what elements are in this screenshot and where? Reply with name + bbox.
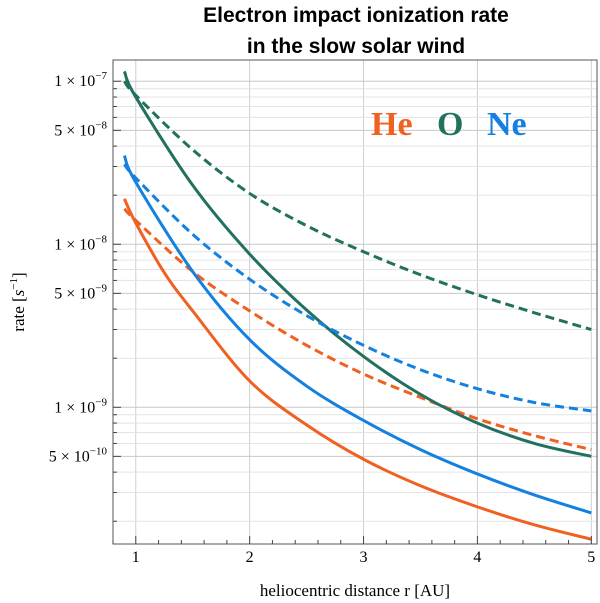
- y-tick-label: 1 × 10−9: [54, 396, 107, 416]
- x-tick-labels: 1 2 3 4 5: [132, 549, 596, 566]
- series-line-o-solid: [122, 70, 592, 458]
- legend: He O Ne: [371, 106, 527, 143]
- series-line-he-dashed: [123, 207, 592, 452]
- x-tick-label: 3: [360, 549, 368, 566]
- x-tick-label: 5: [587, 549, 595, 566]
- x-axis-label: heliocentric distance r [AU]: [260, 581, 450, 600]
- y-tick-labels: 1 × 10−7 5 × 10−8 1 × 10−8 5 × 10−9 1 × 10−9…: [49, 70, 108, 465]
- y-axis-label-unit: s: [9, 289, 28, 296]
- chart-title-line-2: in the slow solar wind: [247, 35, 465, 58]
- x-tick-label: 4: [473, 549, 481, 566]
- y-tick-label: 1 × 10−8: [54, 233, 107, 253]
- y-axis-label: rate [s−1]: [8, 272, 28, 331]
- series-line-ne-solid: [122, 154, 592, 515]
- chart-title-line-1: Electron impact ionization rate: [203, 4, 509, 27]
- legend-label-he: He: [371, 106, 413, 143]
- legend-label-o: O: [437, 106, 463, 143]
- y-tick-label: 5 × 10−8: [54, 119, 107, 139]
- y-axis-label-text: rate [: [9, 296, 28, 332]
- y-tick-label: 1 × 10−7: [54, 70, 107, 90]
- legend-label-ne: Ne: [487, 106, 527, 143]
- x-tick-label: 2: [246, 549, 254, 566]
- x-tick-label: 1: [132, 549, 140, 566]
- y-axis-label-exponent: −1: [8, 278, 20, 290]
- y-tick-label: 5 × 10−10: [49, 445, 108, 465]
- series-line-ne-dashed: [123, 163, 592, 413]
- plot-frame: [112, 59, 598, 545]
- y-tick-label: 5 × 10−9: [54, 282, 107, 302]
- series-lines: [122, 70, 592, 541]
- series-line-o-dashed: [123, 80, 592, 331]
- series-line-he-solid: [123, 198, 592, 541]
- axis-ticks: [112, 80, 592, 544]
- y-axis-label-close: ]: [9, 272, 28, 278]
